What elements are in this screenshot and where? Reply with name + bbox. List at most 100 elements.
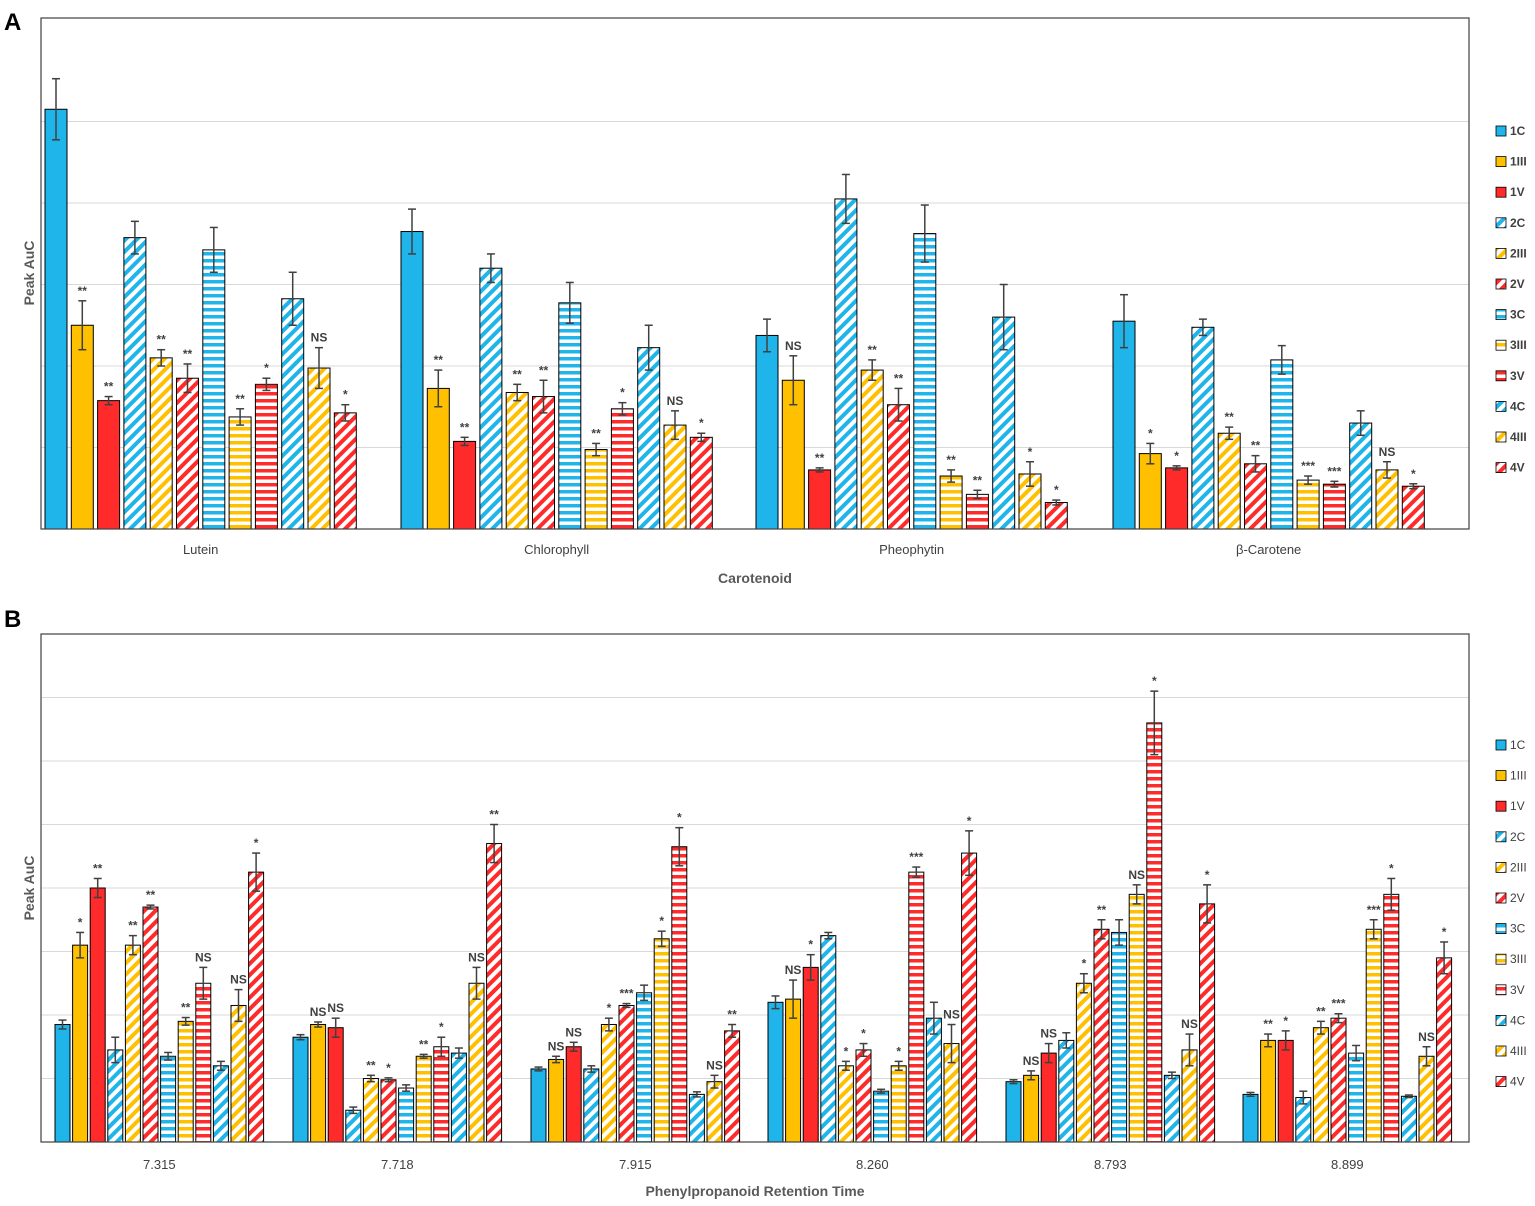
bar-1V-8.793 xyxy=(1040,1052,1057,1143)
bar-3V-7.315 xyxy=(195,982,212,1143)
significance-label: *** xyxy=(1327,464,1341,478)
bar-4V-7.915 xyxy=(724,1030,741,1143)
significance-label: * xyxy=(1174,449,1179,463)
bar-2III-7.315 xyxy=(124,944,141,1143)
bar-1C-7.718 xyxy=(292,1036,309,1143)
error-bar xyxy=(472,966,481,1000)
legend-item-1C: 1C xyxy=(1495,738,1526,752)
error-bar xyxy=(434,369,443,408)
error-bar xyxy=(929,1001,938,1035)
error-bar xyxy=(815,467,824,473)
bar-4V-8.899 xyxy=(1436,957,1453,1143)
significance-label: * xyxy=(1442,925,1447,939)
legend-item-2III: 2III xyxy=(1495,246,1527,260)
bar-2C-8.793 xyxy=(1058,1039,1075,1143)
bar-1C-Chlorophyll xyxy=(400,231,424,530)
error-bar xyxy=(1422,1046,1431,1067)
significance-label: * xyxy=(439,1020,444,1034)
significance-label: ** xyxy=(1225,410,1235,424)
error-bar xyxy=(771,995,780,1010)
error-bar xyxy=(164,1051,173,1061)
error-bar xyxy=(1172,465,1181,471)
legend-swatch xyxy=(1495,278,1507,290)
bar-2III-7.915 xyxy=(600,1024,617,1143)
error-bar xyxy=(78,300,87,351)
bar-2C-7.718 xyxy=(345,1109,362,1143)
error-bar xyxy=(539,379,548,414)
error-bar xyxy=(1132,884,1141,905)
significance-label: NS xyxy=(1040,1027,1057,1041)
panel-letter-a: A xyxy=(4,9,21,36)
significance-label: *** xyxy=(909,850,923,864)
bar-3III-7.315 xyxy=(177,1020,194,1143)
bar-4V-8.260 xyxy=(961,852,978,1143)
bar-1V-8.899 xyxy=(1277,1039,1294,1143)
x-tick-label: Pheophytin xyxy=(879,542,944,557)
legend-swatch xyxy=(1495,831,1507,843)
x-tick-label: 7.915 xyxy=(619,1157,652,1172)
legend-label: 4III xyxy=(1510,430,1527,444)
legend-item-3V: 3V xyxy=(1495,369,1525,383)
bar-1III-β-Carotene xyxy=(1138,453,1162,530)
significance-label: * xyxy=(844,1044,849,1058)
legend-item-4C: 4C xyxy=(1495,399,1526,413)
significance-label: ** xyxy=(489,808,499,822)
legend-swatch xyxy=(1495,370,1507,382)
bar-1III-8.793 xyxy=(1023,1074,1040,1143)
legend-item-1C: 1C xyxy=(1495,124,1526,138)
error-bar xyxy=(58,1019,67,1030)
bar-4C-β-Carotene xyxy=(1349,422,1373,530)
legend-swatch xyxy=(1495,984,1507,996)
significance-label: * xyxy=(1148,426,1153,440)
bar-3III-Pheophytin xyxy=(939,475,963,530)
bar-1C-8.899 xyxy=(1242,1093,1259,1143)
bar-2V-7.718 xyxy=(380,1079,397,1143)
bar-3C-Lutein xyxy=(202,249,226,530)
error-bar xyxy=(146,904,155,910)
legend-swatch xyxy=(1495,862,1507,873)
significance-label: * xyxy=(967,814,972,828)
x-tick-label: 8.260 xyxy=(856,1157,889,1172)
plot-frame xyxy=(40,17,1470,530)
bar-1III-7.315 xyxy=(72,944,89,1143)
legend-swatch xyxy=(1495,1076,1507,1087)
error-bar xyxy=(315,346,323,390)
significance-label: ** xyxy=(93,861,103,875)
significance-label: * xyxy=(1411,467,1416,481)
error-bar xyxy=(349,1106,358,1115)
error-bar xyxy=(1120,293,1128,349)
legend-item-4III: 4III xyxy=(1495,430,1527,444)
legend-item-4III: 4III xyxy=(1495,1044,1527,1058)
legend-label: 1V xyxy=(1510,799,1525,813)
error-bar xyxy=(789,355,798,406)
bar-2III-7.718 xyxy=(362,1078,379,1143)
legend-item-2C: 2C xyxy=(1495,216,1526,230)
error-bar xyxy=(824,931,833,940)
error-bar xyxy=(920,204,929,263)
bar-4C-Lutein xyxy=(281,298,305,530)
bar-4V-Lutein xyxy=(333,412,357,530)
panel-a-chart: A****NS******* *********************** ***… xyxy=(4,9,1527,586)
significance-label: ** xyxy=(591,426,601,440)
significance-label: * xyxy=(1283,1014,1288,1028)
error-bar xyxy=(1026,461,1034,487)
bar-3III-Chlorophyll xyxy=(584,449,608,530)
legend-label: 4III xyxy=(1510,1044,1527,1058)
error-bar xyxy=(1387,877,1396,911)
legend-swatch xyxy=(1495,1015,1507,1026)
error-bar xyxy=(1251,454,1260,473)
bar-1C-7.915 xyxy=(530,1068,547,1143)
significance-label: NS xyxy=(785,339,802,353)
error-bar xyxy=(728,1023,737,1038)
x-tick-label: Chlorophyll xyxy=(524,542,589,557)
bar-4C-8.899 xyxy=(1400,1095,1417,1143)
error-bar xyxy=(1404,1094,1413,1099)
error-bar xyxy=(999,283,1008,351)
error-bar xyxy=(859,1042,868,1058)
bar-2V-Chlorophyll xyxy=(532,396,555,530)
legend-swatch xyxy=(1495,739,1507,751)
bar-1III-Lutein xyxy=(70,324,94,530)
legend-item-3III: 3III xyxy=(1495,952,1527,966)
error-bar xyxy=(1352,1044,1361,1062)
bar-3V-Lutein xyxy=(254,383,278,530)
